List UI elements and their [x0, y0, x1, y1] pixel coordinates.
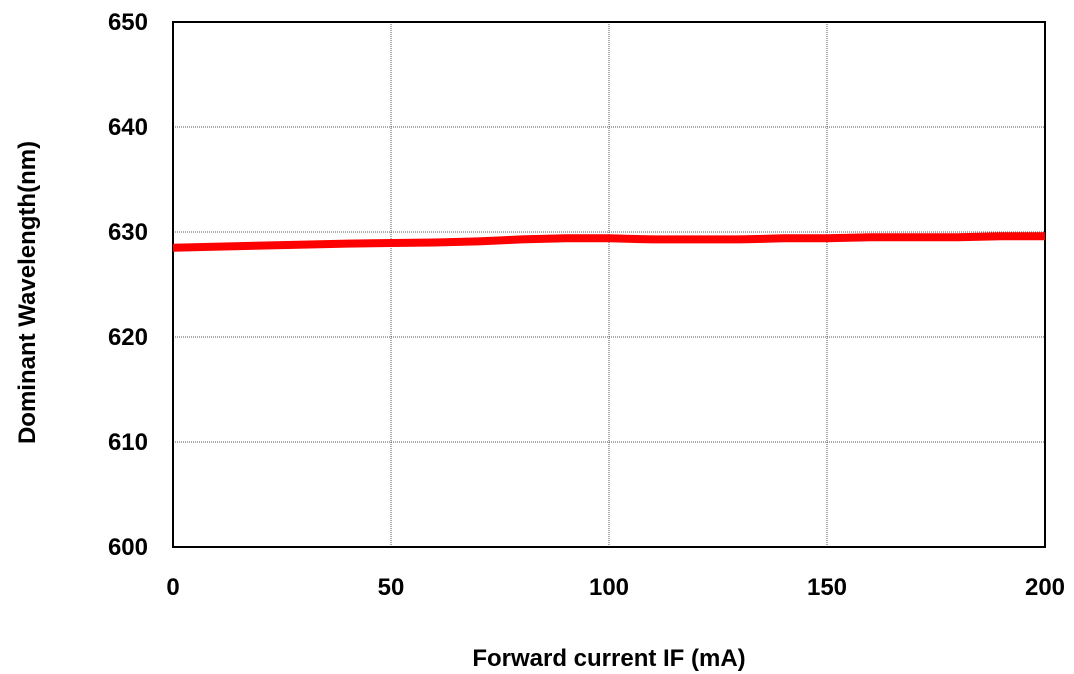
y-tick-label-0: 600	[108, 534, 148, 561]
y-axis-ticks: 600 610 620 630 640 650	[108, 9, 148, 561]
x-axis-title: Forward current IF (mA)	[472, 645, 745, 672]
grid	[172, 21, 1046, 548]
x-tick-label-2: 100	[589, 574, 629, 601]
series-layer	[172, 232, 1045, 252]
y-tick-label-1: 610	[108, 429, 148, 456]
y-axis-title: Dominant Wavelength(nm)	[14, 141, 41, 444]
y-tick-label-4: 640	[108, 114, 148, 141]
y-tick-label-5: 650	[108, 9, 148, 36]
x-tick-label-4: 200	[1025, 574, 1065, 601]
plot-area-frame	[172, 21, 1046, 548]
x-tick-label-3: 150	[807, 574, 847, 601]
y-tick-label-2: 620	[108, 324, 148, 351]
x-axis-ticks: 0 50 100 150 200	[166, 574, 1065, 601]
x-tick-label-0: 0	[166, 574, 179, 601]
y-tick-label-3: 630	[108, 219, 148, 246]
x-tick-label-1: 50	[378, 574, 405, 601]
series-line-0	[172, 232, 1045, 252]
